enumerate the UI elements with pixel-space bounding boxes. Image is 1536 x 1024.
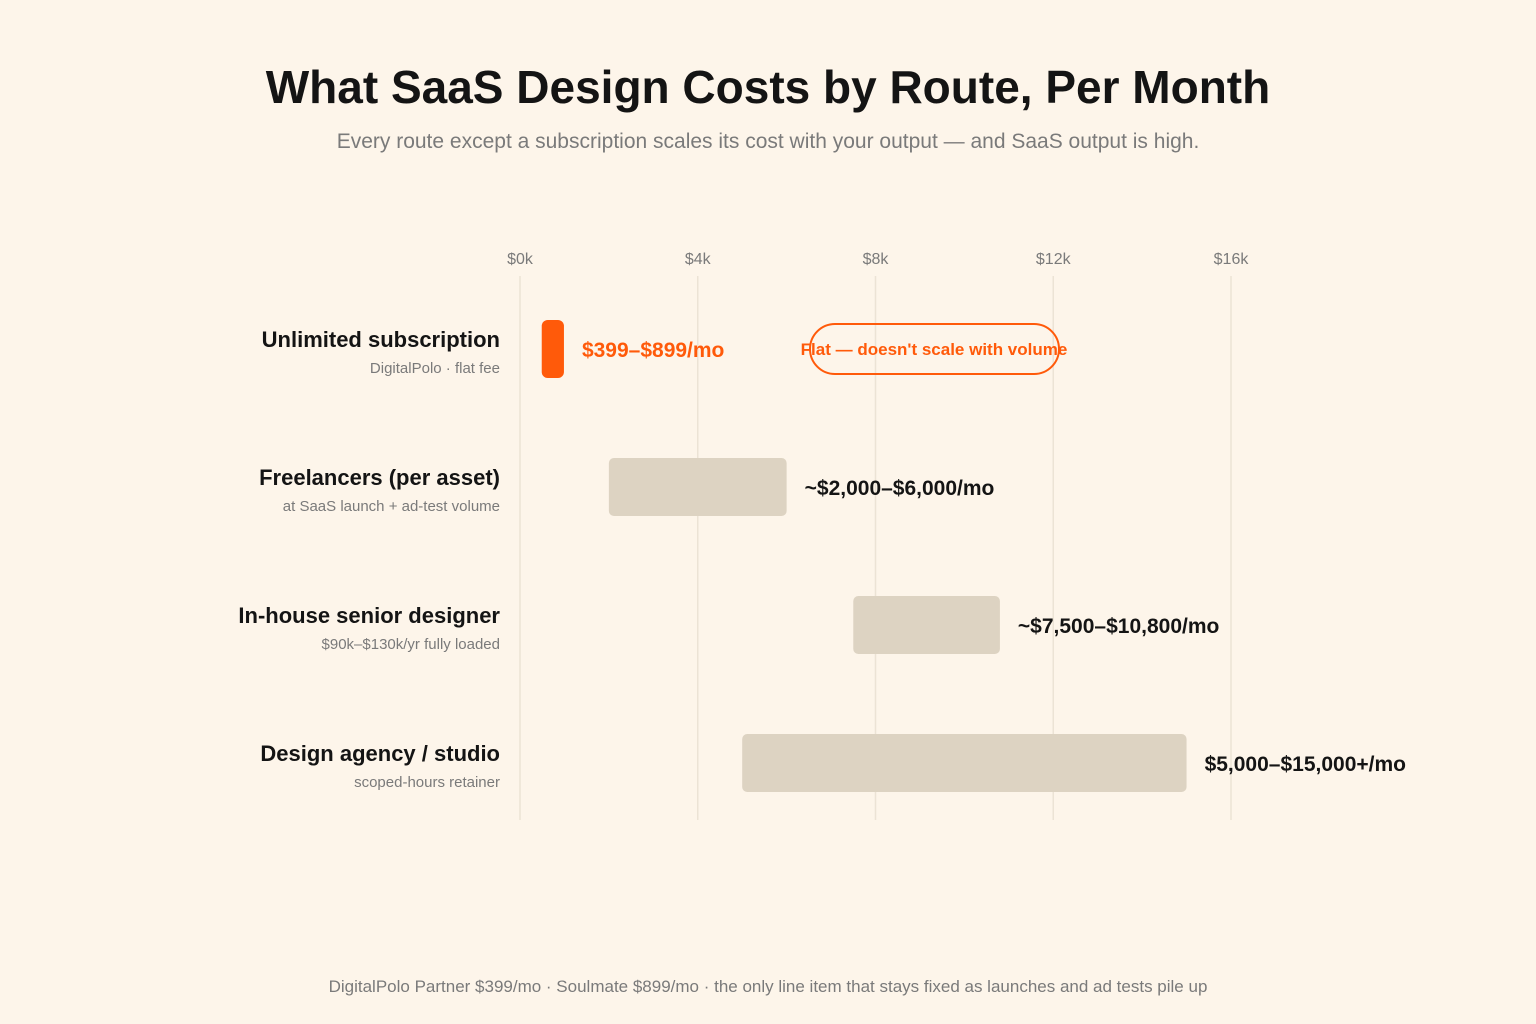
value-label: $5,000–$15,000+/mo — [1205, 753, 1406, 776]
value-label: ~$2,000–$6,000/mo — [805, 477, 995, 500]
bar — [608, 458, 787, 516]
chart-rows: Unlimited subscription DigitalPolo · flat… — [238, 320, 1406, 792]
row-sublabel: scoped-hours retainer — [354, 774, 500, 791]
chart-row: In-house senior designer $90k–$130k/yr fu… — [238, 596, 1219, 654]
chart-title: What SaaS Design Costs by Route, Per Mon… — [265, 61, 1271, 113]
bar — [742, 734, 1187, 792]
chart-row: Freelancers (per asset) at SaaS launch + … — [259, 458, 994, 516]
x-tick-label: $16k — [1214, 251, 1250, 268]
row-label: Unlimited subscription — [262, 327, 500, 352]
footnote: DigitalPolo Partner $399/mo · Soulmate $… — [328, 977, 1208, 996]
row-label: Freelancers (per asset) — [259, 465, 500, 490]
row-sublabel: at SaaS launch + ad-test volume — [283, 498, 500, 515]
chart-subtitle: Every route except a subscription scales… — [336, 130, 1200, 153]
value-label: $399–$899/mo — [582, 339, 724, 362]
chart-row: Unlimited subscription DigitalPolo · flat… — [262, 320, 1068, 378]
x-tick-label: $12k — [1036, 251, 1072, 268]
value-label: ~$7,500–$10,800/mo — [1018, 615, 1219, 638]
chart-row: Design agency / studio scoped-hours retai… — [260, 734, 1406, 792]
bar-highlight — [541, 320, 564, 378]
x-tick-label: $8k — [863, 251, 890, 268]
row-label: In-house senior designer — [238, 603, 500, 628]
row-label: Design agency / studio — [260, 741, 500, 766]
x-axis-ticks: $0k $4k $8k $12k $16k — [507, 251, 1249, 268]
row-sublabel: $90k–$130k/yr fully loaded — [322, 636, 500, 653]
bar — [853, 596, 1000, 654]
x-tick-label: $4k — [685, 251, 712, 268]
gridlines — [519, 276, 1232, 820]
row-sublabel: DigitalPolo · flat fee — [370, 360, 500, 377]
x-tick-label: $0k — [507, 251, 534, 268]
annotation-pill — [809, 323, 1060, 375]
annotation-text: Flat — doesn't scale with volume — [801, 340, 1068, 359]
